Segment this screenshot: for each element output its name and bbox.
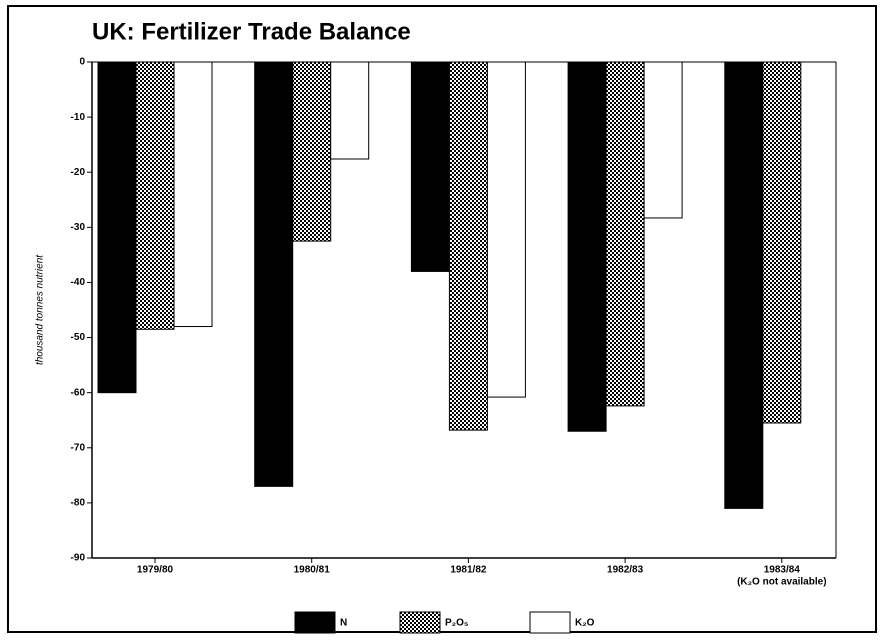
bar — [486, 61, 526, 398]
x-tick-label: 1983/84 — [764, 565, 801, 576]
bar — [448, 61, 488, 431]
y-tick-label: -90 — [71, 553, 86, 564]
y-tick-label: -30 — [71, 222, 86, 233]
bar — [173, 61, 213, 328]
y-tick-label: -50 — [71, 332, 86, 343]
legend-label: N — [340, 618, 347, 629]
frame — [7, 5, 877, 633]
bar — [330, 61, 370, 160]
y-tick-label: -40 — [71, 277, 86, 288]
y-tick-label: -20 — [71, 167, 86, 178]
legend-swatch — [529, 611, 571, 634]
legend-swatch — [399, 611, 441, 634]
y-tick-label: -60 — [71, 387, 86, 398]
legend-label: P₂O₅ — [445, 618, 469, 629]
bar — [410, 61, 450, 272]
x-tick-label: 1980/81 — [294, 565, 331, 576]
bar — [97, 61, 137, 394]
x-tick-label: 1979/80 — [137, 565, 174, 576]
bar — [762, 61, 802, 424]
bar — [292, 61, 332, 242]
legend-swatch — [294, 611, 336, 634]
x-tick-label: 1981/82 — [450, 565, 487, 576]
bar — [724, 61, 764, 509]
bar — [254, 61, 294, 487]
y-tick-label: -70 — [71, 442, 86, 453]
y-tick-label: -10 — [71, 112, 86, 123]
bar — [643, 61, 683, 219]
x-tick-label: 1982/83 — [607, 565, 644, 576]
bar — [135, 61, 175, 330]
legend-label: K₂O — [575, 618, 595, 629]
y-tick-label: 0 — [79, 57, 85, 68]
y-axis-label: thousand tonnes nutrient — [35, 254, 46, 365]
y-tick-label: -80 — [71, 498, 86, 509]
bar — [567, 61, 607, 432]
chart-title: UK: Fertilizer Trade Balance — [92, 18, 411, 45]
bar — [605, 61, 645, 407]
annotation: (K₂O not available) — [737, 577, 826, 588]
